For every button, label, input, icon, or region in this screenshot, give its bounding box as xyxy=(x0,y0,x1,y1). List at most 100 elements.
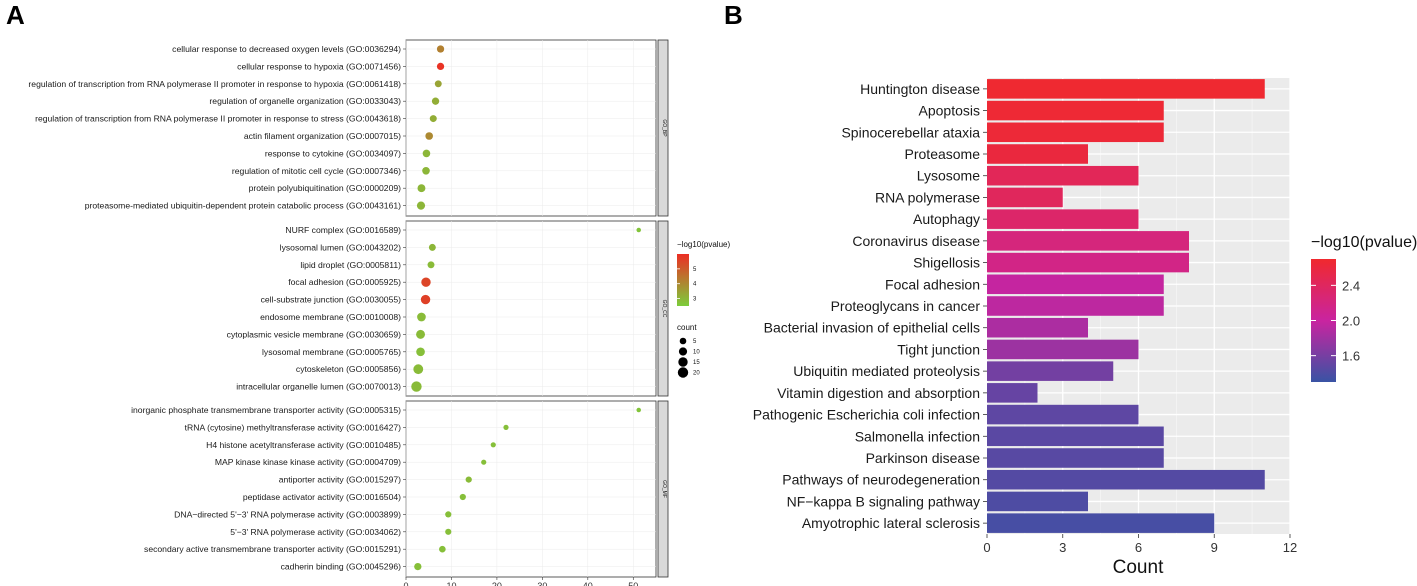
bar-category-label: Autophagy xyxy=(913,211,980,227)
facet-strip-label: GO_MF xyxy=(661,480,667,498)
facet-go-cc: GO_CC NURF complex (GO:0016589) lysosomal … xyxy=(227,220,669,397)
bar-category-label: Tight junction xyxy=(897,341,980,357)
bar-x-tick-label: 9 xyxy=(1211,540,1218,555)
term-label: cellular response to decreased oxygen le… xyxy=(172,44,401,54)
term-dot xyxy=(417,184,426,193)
term-label: tRNA (cytosine) methyltransferase activi… xyxy=(185,422,401,432)
facet-panel xyxy=(405,39,657,217)
bar-category-label: Proteasome xyxy=(905,146,981,162)
term-label: peptidase activator activity (GO:0016504… xyxy=(243,492,401,502)
term-dot xyxy=(445,511,452,518)
term-dot xyxy=(422,149,431,158)
size-legend-dot xyxy=(678,347,688,356)
term-label: cytoplasmic vesicle membrane (GO:0030659… xyxy=(227,329,401,339)
term-dot xyxy=(439,545,446,553)
bar xyxy=(987,361,1114,381)
bar-category-label: Pathogenic Escherichia coli infection xyxy=(753,407,980,423)
bar-category-label: Ubiquitin mediated proteolysis xyxy=(793,363,980,379)
term-label: endosome membrane (GO:0010008) xyxy=(260,312,401,322)
bar-category-label: Huntington disease xyxy=(860,81,980,97)
bar-category-label: RNA polymerase xyxy=(875,189,980,205)
bar xyxy=(987,187,1063,208)
term-dot xyxy=(416,201,426,210)
bar xyxy=(987,491,1088,512)
term-dot xyxy=(436,45,445,53)
bar-category-label: Coronavirus disease xyxy=(852,233,980,249)
bar-legend-label: 1.6 xyxy=(1342,349,1360,364)
x-tick-label: 20 xyxy=(492,581,502,586)
bar xyxy=(987,231,1189,251)
color-legend-label: 3 xyxy=(693,297,697,303)
term-label: H4 histone acetyltransferase activity (G… xyxy=(206,440,401,450)
term-dot xyxy=(414,562,422,571)
bar-x-tick-label: 0 xyxy=(983,540,990,555)
x-tick-label: 0 xyxy=(403,581,408,586)
dot-plot-x-axis: 0 10 20 30 40 50 xyxy=(403,577,638,586)
kegg-bar-chart: Huntington disease Apoptosis Spinocerebell… xyxy=(753,78,1417,578)
term-dot xyxy=(445,528,452,535)
term-dot xyxy=(436,62,445,71)
facet-strip-label: GO_CC xyxy=(661,300,667,318)
term-label: secondary active transmembrane transport… xyxy=(144,544,401,554)
bar xyxy=(987,144,1088,164)
bar-legend-label: 2.0 xyxy=(1342,314,1360,329)
term-label: cell-substrate junction (GO:0030055) xyxy=(261,295,402,305)
bar-category-label: Salmonella infection xyxy=(855,428,980,444)
term-label: response to cytokine (GO:0034097) xyxy=(265,148,401,158)
term-label: lipid droplet (GO:0005811) xyxy=(300,260,401,270)
term-label: 5'−3' RNA polymerase activity (GO:003406… xyxy=(230,527,401,537)
term-dot xyxy=(413,364,424,375)
bar-category-label: Proteoglycans in cancer xyxy=(831,298,981,314)
term-dot xyxy=(421,277,431,287)
bar-category-label: Pathways of neurodegeneration xyxy=(782,472,980,488)
term-dot xyxy=(465,476,472,483)
term-dot xyxy=(481,459,487,465)
bar xyxy=(987,339,1139,360)
bar-category-label: Shigellosis xyxy=(913,255,980,271)
term-dot xyxy=(427,261,435,269)
facet-strip-label: GO_BP xyxy=(661,119,667,137)
x-tick-label: 10 xyxy=(446,581,456,586)
term-dot xyxy=(459,493,466,501)
term-label: cadherin binding (GO:0045296) xyxy=(281,562,402,572)
term-dot xyxy=(417,312,426,322)
term-dot xyxy=(429,115,437,123)
dot-plot-legend: −log10(pvalue) 3 4 5 count 5 10 15 20 xyxy=(677,240,730,378)
size-legend-title: count xyxy=(677,323,697,332)
size-legend-dot xyxy=(677,367,689,378)
bar-category-label: Focal adhesion xyxy=(885,276,980,292)
term-dot xyxy=(416,347,425,357)
bar xyxy=(987,426,1164,447)
term-label: antiporter activity (GO:0015297) xyxy=(279,475,401,485)
bar-category-label: Spinocerebellar ataxia xyxy=(841,124,980,140)
color-legend-title: −log10(pvalue) xyxy=(677,240,730,249)
term-label: cytoskeleton (GO:0005856) xyxy=(296,364,401,374)
bar-x-tick-label: 12 xyxy=(1283,540,1297,555)
bar-legend: −log10(pvalue) 1.6 2.0 2.4 xyxy=(1311,234,1417,382)
term-dot xyxy=(428,243,436,251)
size-legend-dot xyxy=(679,337,687,345)
bar xyxy=(987,383,1038,403)
bar xyxy=(987,79,1265,99)
term-dot xyxy=(411,381,422,392)
bar-category-label: Amyotrophic lateral sclerosis xyxy=(802,515,980,531)
x-tick-label: 40 xyxy=(583,581,593,586)
bar xyxy=(987,448,1164,468)
term-dot xyxy=(434,80,442,88)
term-label: regulation of transcription from RNA pol… xyxy=(35,114,401,124)
bar-legend-title: −log10(pvalue) xyxy=(1311,234,1417,251)
bar-category-label: Bacterial invasion of epithelial cells xyxy=(764,320,980,336)
term-label: regulation of mitotic cell cycle (GO:000… xyxy=(232,166,401,176)
panel-label-b: B xyxy=(724,0,743,30)
facet-panel xyxy=(405,400,657,578)
facet-panel xyxy=(405,220,657,397)
size-legend-dot xyxy=(678,357,688,367)
term-label: DNA−directed 5'−3' RNA polymerase activi… xyxy=(174,509,401,519)
bar-x-tick-label: 6 xyxy=(1135,540,1142,555)
size-legend-label: 20 xyxy=(693,371,700,377)
term-dot xyxy=(420,294,431,305)
term-dot xyxy=(425,132,433,140)
term-label: lysosomal lumen (GO:0043202) xyxy=(280,242,401,252)
panel-label-a: A xyxy=(6,0,25,30)
bar-x-axis: 0 3 6 9 12 xyxy=(983,534,1297,555)
